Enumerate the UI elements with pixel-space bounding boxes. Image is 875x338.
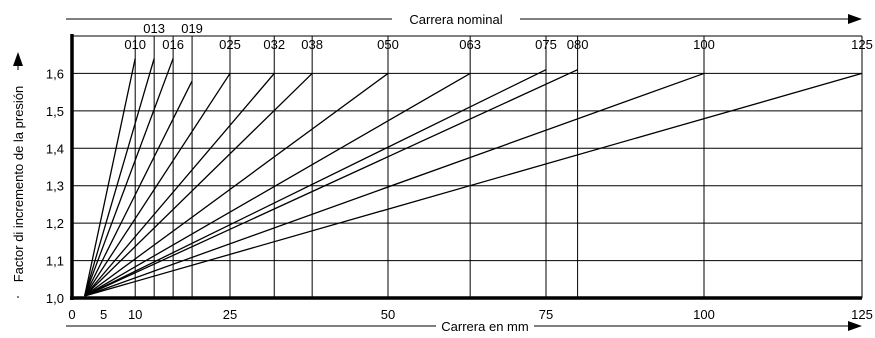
x-tick-label: 100 [693,307,715,322]
nominal-label-016: 016 [162,37,184,52]
series-line-063 [84,72,471,297]
nominal-label-075: 075 [535,37,557,52]
series-line-016 [84,58,174,297]
x-axis-arrow-icon [848,321,862,331]
y-tick-label: 1,2 [46,216,64,231]
x-tick-label: 50 [381,307,395,322]
x-tick-label: 75 [539,307,553,322]
series-line-125 [84,72,863,297]
nominal-label-025: 025 [219,37,241,52]
nominal-label-013: 013 [143,21,165,36]
series-line-010 [84,58,136,297]
top-axis-arrow-icon [848,14,862,24]
x-axis-title: Carrera en mm [441,319,528,334]
nominal-label-032: 032 [263,37,285,52]
y-tick-label: 1,6 [46,66,64,81]
y-axis-title: Factor di incremento de la presión [11,86,26,283]
series-line-050 [84,72,389,297]
x-tick-label: 25 [223,307,237,322]
x-tick-label: 5 [100,307,107,322]
nominal-label-125: 125 [851,37,873,52]
series-line-038 [84,72,313,297]
nominal-label-063: 063 [459,37,481,52]
y-tick-label: 1,1 [46,254,64,269]
series-line-019 [84,80,193,297]
x-tick-label: 10 [128,307,142,322]
series-line-032 [84,73,275,297]
y-tick-label: 1,4 [46,141,64,156]
series-line-013 [84,58,155,297]
series-line-080 [84,69,578,297]
y-axis-arrow-icon [13,52,23,66]
series-line-025 [84,73,231,297]
nominal-label-038: 038 [301,37,323,52]
nominal-label-100: 100 [693,37,715,52]
top-axis-title: Carrera nominal [409,12,502,27]
x-tick-label: 125 [851,307,873,322]
nominal-label-080: 080 [567,37,589,52]
series-line-100 [84,72,705,297]
series-line-075 [84,69,547,297]
x-tick-label: 0 [68,307,75,322]
nominal-label-019: 019 [181,21,203,36]
nominal-label-010: 010 [124,37,146,52]
nominal-label-050: 050 [377,37,399,52]
y-tick-label: 1,3 [46,179,64,194]
y-tick-label: 1,0 [46,291,64,306]
y-tick-label: 1,5 [46,104,64,119]
